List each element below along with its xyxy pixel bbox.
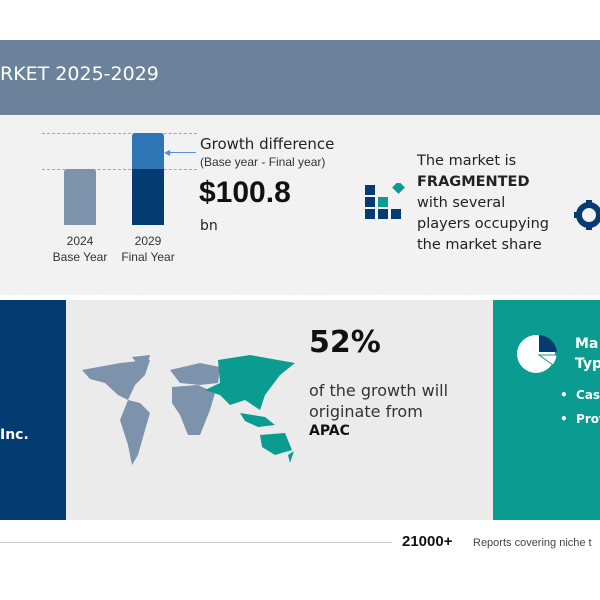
fragmented-label: FRAGMENTED [417, 174, 530, 190]
market-structure-text: The market is FRAGMENTED with several pl… [417, 151, 549, 256]
line: of the growth will [309, 381, 449, 400]
growth-value: $100.8 [199, 176, 291, 209]
bar-label-2029: 2029 Final Year [108, 233, 188, 265]
bar-label-2024: 2024 Base Year [40, 233, 120, 265]
line: The market is [417, 153, 517, 169]
line: the market share [417, 237, 542, 253]
year: 2024 [66, 234, 94, 248]
segment-label: Prof [576, 412, 600, 426]
bar-2029-growth [132, 133, 164, 169]
summary-band [0, 115, 600, 295]
gear-icon [574, 200, 600, 230]
vendor-name: Inc. [0, 427, 29, 443]
footer-divider [0, 542, 392, 543]
arrow-icon: ◀ [164, 148, 196, 157]
year-label: Base Year [52, 250, 108, 264]
header-bar [0, 40, 600, 115]
segment-item: • Cas [560, 388, 600, 402]
base-dashed-line [42, 169, 197, 170]
growth-title: Growth difference [200, 135, 335, 153]
line: players occupying [417, 216, 549, 232]
segment-item: • Prof [560, 412, 600, 426]
line: Typ [575, 356, 600, 372]
report-count: 21000+ [402, 533, 453, 550]
segment-panel [493, 300, 600, 520]
world-map [82, 355, 295, 465]
pie-chart-icon [517, 335, 558, 373]
bar-2029-base [132, 169, 164, 225]
region-name: APAC [309, 423, 350, 439]
vendor-panel [0, 300, 66, 520]
growth-percent: 52% [309, 325, 381, 360]
segment-label: Cas [576, 388, 600, 402]
growth-text: of the growth will originate from [309, 380, 448, 422]
bar-2024 [64, 169, 96, 225]
line: Ma [575, 336, 599, 352]
report-text: Reports covering niche t [473, 537, 592, 549]
segment-title: Ma Typ [575, 334, 600, 374]
growth-subtitle: (Base year - Final year) [200, 155, 326, 169]
year: 2029 [134, 234, 162, 248]
top-dashed-line [42, 133, 197, 134]
line: with several [417, 195, 506, 211]
page-title: RKET 2025-2029 [0, 63, 159, 85]
line: originate from [309, 402, 423, 421]
growth-unit: bn [200, 218, 218, 234]
year-label: Final Year [121, 250, 175, 264]
fragmented-icon [365, 183, 405, 219]
